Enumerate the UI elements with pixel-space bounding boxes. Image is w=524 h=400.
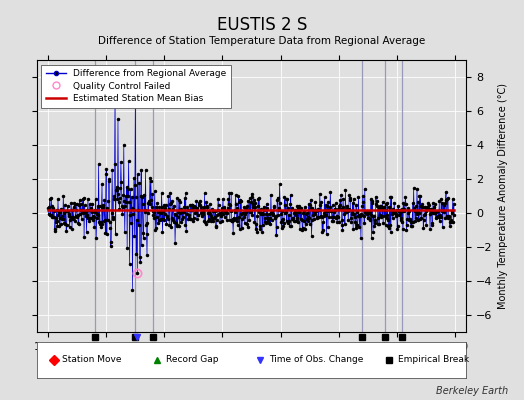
Legend: Difference from Regional Average, Quality Control Failed, Estimated Station Mean: Difference from Regional Average, Qualit… — [41, 64, 231, 108]
Text: Berkeley Earth: Berkeley Earth — [436, 386, 508, 396]
Y-axis label: Monthly Temperature Anomaly Difference (°C): Monthly Temperature Anomaly Difference (… — [498, 83, 508, 309]
Text: Difference of Station Temperature Data from Regional Average: Difference of Station Temperature Data f… — [99, 36, 425, 46]
Text: Time of Obs. Change: Time of Obs. Change — [269, 356, 363, 364]
Text: Record Gap: Record Gap — [166, 356, 218, 364]
Text: Empirical Break: Empirical Break — [398, 356, 469, 364]
Text: Station Move: Station Move — [62, 356, 122, 364]
Text: EUSTIS 2 S: EUSTIS 2 S — [217, 16, 307, 34]
